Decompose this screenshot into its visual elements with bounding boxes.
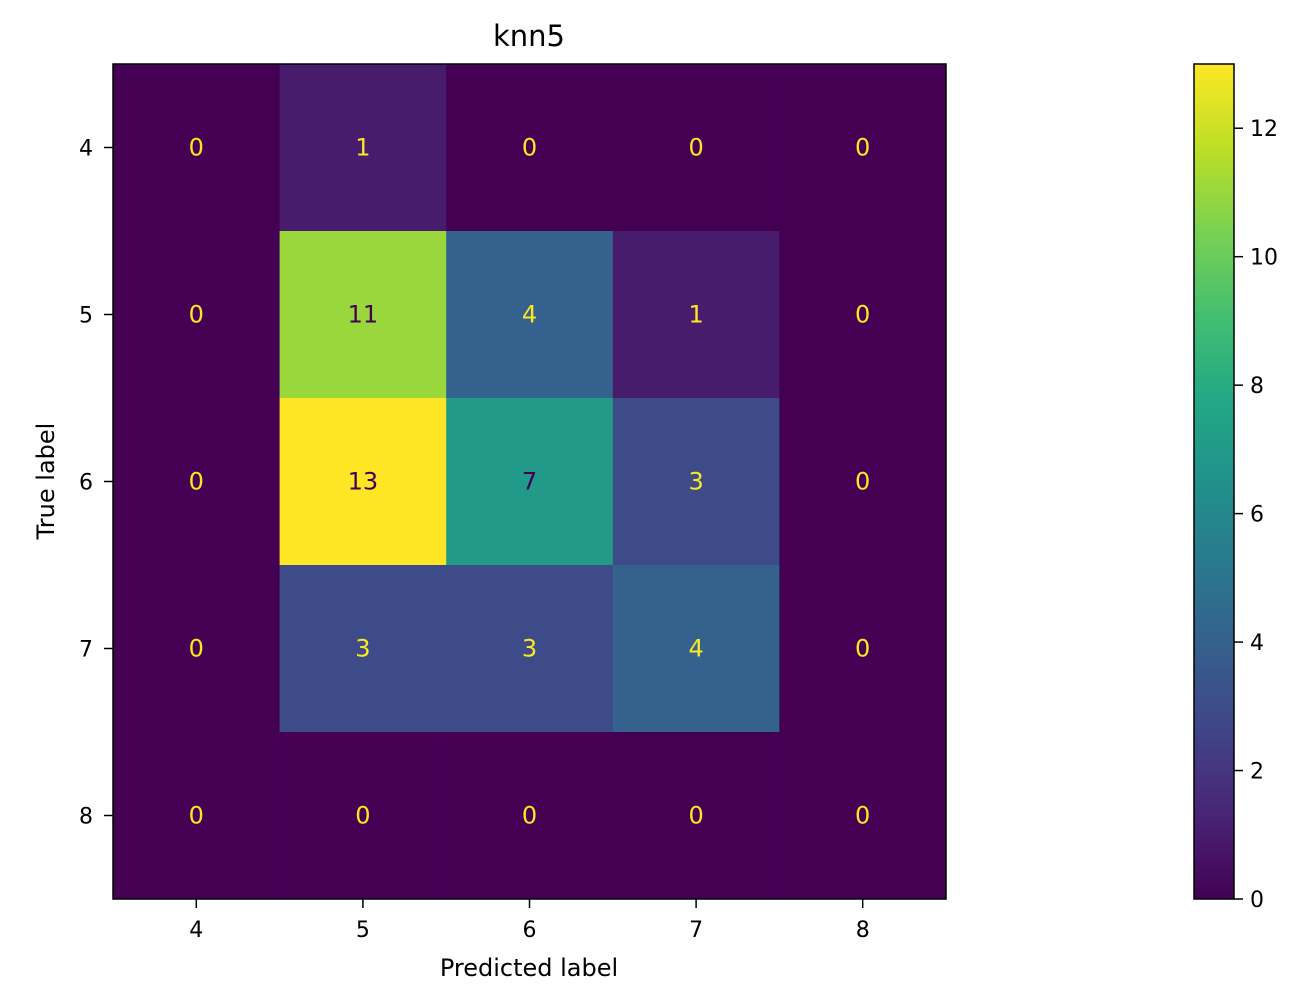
cell-value-label: 3: [522, 635, 537, 663]
cell-value-label: 13: [348, 468, 379, 496]
x-tick-label: 8: [856, 918, 870, 943]
heatmap-cells: [113, 64, 947, 900]
y-axis-ticks: 4 5 6 7 8: [79, 137, 113, 830]
x-axis-label: Predicted label: [440, 954, 618, 982]
y-tick-label: 7: [79, 638, 93, 663]
heatmap-cell: [779, 565, 947, 733]
heatmap-cell: [279, 565, 447, 733]
heatmap-cell: [446, 64, 614, 232]
colorbar: [1193, 63, 1235, 900]
cell-value-label: 0: [688, 802, 703, 830]
y-axis-label: True label: [32, 423, 60, 541]
cell-value-label: 11: [348, 301, 379, 329]
cell-value-label: 0: [688, 134, 703, 162]
colorbar-tick-label: 2: [1250, 760, 1264, 785]
heatmap-cell: [612, 732, 780, 900]
heatmap-cell: [113, 231, 281, 399]
cell-value-label: 0: [189, 301, 204, 329]
heatmap-cell: [779, 732, 947, 900]
heatmap-cell: [113, 565, 281, 733]
heatmap-cell: [279, 732, 447, 900]
cell-value-label: 0: [189, 802, 204, 830]
colorbar-tick-label: 6: [1250, 503, 1264, 528]
y-tick-label: 5: [79, 304, 93, 329]
cell-value-label: 4: [688, 635, 703, 663]
cell-value-label: 1: [688, 301, 703, 329]
heatmap-cell: [446, 732, 614, 900]
cell-value-label: 0: [189, 468, 204, 496]
cell-value-label: 0: [189, 635, 204, 663]
y-tick-label: 4: [79, 137, 93, 162]
x-tick-label: 7: [689, 918, 703, 943]
colorbar-tick-label: 10: [1250, 246, 1278, 271]
colorbar-tick-label: 12: [1250, 117, 1278, 142]
cell-value-label: 0: [855, 134, 870, 162]
colorbar-ticks: 0 2 4 6 8 10 12: [1234, 117, 1278, 913]
chart-title: knn5: [493, 19, 565, 53]
cell-value-label: 3: [355, 635, 370, 663]
cell-value-label: 0: [855, 468, 870, 496]
heatmap-cell: [446, 398, 614, 566]
cell-value-label: 0: [522, 134, 537, 162]
heatmap-cell: [279, 398, 447, 566]
colorbar-tick-label: 8: [1250, 374, 1264, 399]
heatmap-cell: [779, 64, 947, 232]
heatmap-cell-labels: 0 1 0 0 0 0 11 4 1 0 0 13 7 3 0 0 3 3 4 0 0 0 0 0 0: [189, 134, 871, 830]
cell-value-label: 0: [855, 635, 870, 663]
cell-value-label: 0: [522, 802, 537, 830]
y-tick-label: 8: [79, 805, 93, 830]
x-axis-ticks: 4 5 6 7 8: [189, 899, 870, 943]
cell-value-label: 1: [355, 134, 370, 162]
cell-value-label: 0: [855, 802, 870, 830]
cell-value-label: 0: [189, 134, 204, 162]
cell-value-label: 0: [355, 802, 370, 830]
x-tick-label: 6: [523, 918, 537, 943]
heatmap-cell: [113, 64, 281, 232]
heatmap-cell: [113, 732, 281, 900]
cell-value-label: 7: [522, 468, 537, 496]
heatmap-cell: [113, 398, 281, 566]
cell-value-label: 3: [688, 468, 703, 496]
cell-value-label: 4: [522, 301, 537, 329]
heatmap-cell: [612, 398, 780, 566]
x-tick-label: 4: [189, 918, 203, 943]
heatmap-cell: [612, 231, 780, 399]
y-tick-label: 6: [79, 471, 93, 496]
cell-value-label: 0: [855, 301, 870, 329]
heatmap-cell: [446, 231, 614, 399]
x-tick-label: 5: [356, 918, 370, 943]
heatmap-cell: [612, 64, 780, 232]
heatmap-cell: [779, 231, 947, 399]
heatmap-cell: [612, 565, 780, 733]
heatmap-cell: [446, 565, 614, 733]
heatmap-cell: [279, 231, 447, 399]
colorbar-tick-label: 0: [1250, 888, 1264, 913]
heatmap-cell: [279, 64, 447, 232]
heatmap-cell: [779, 398, 947, 566]
colorbar-tick-label: 4: [1250, 631, 1264, 656]
